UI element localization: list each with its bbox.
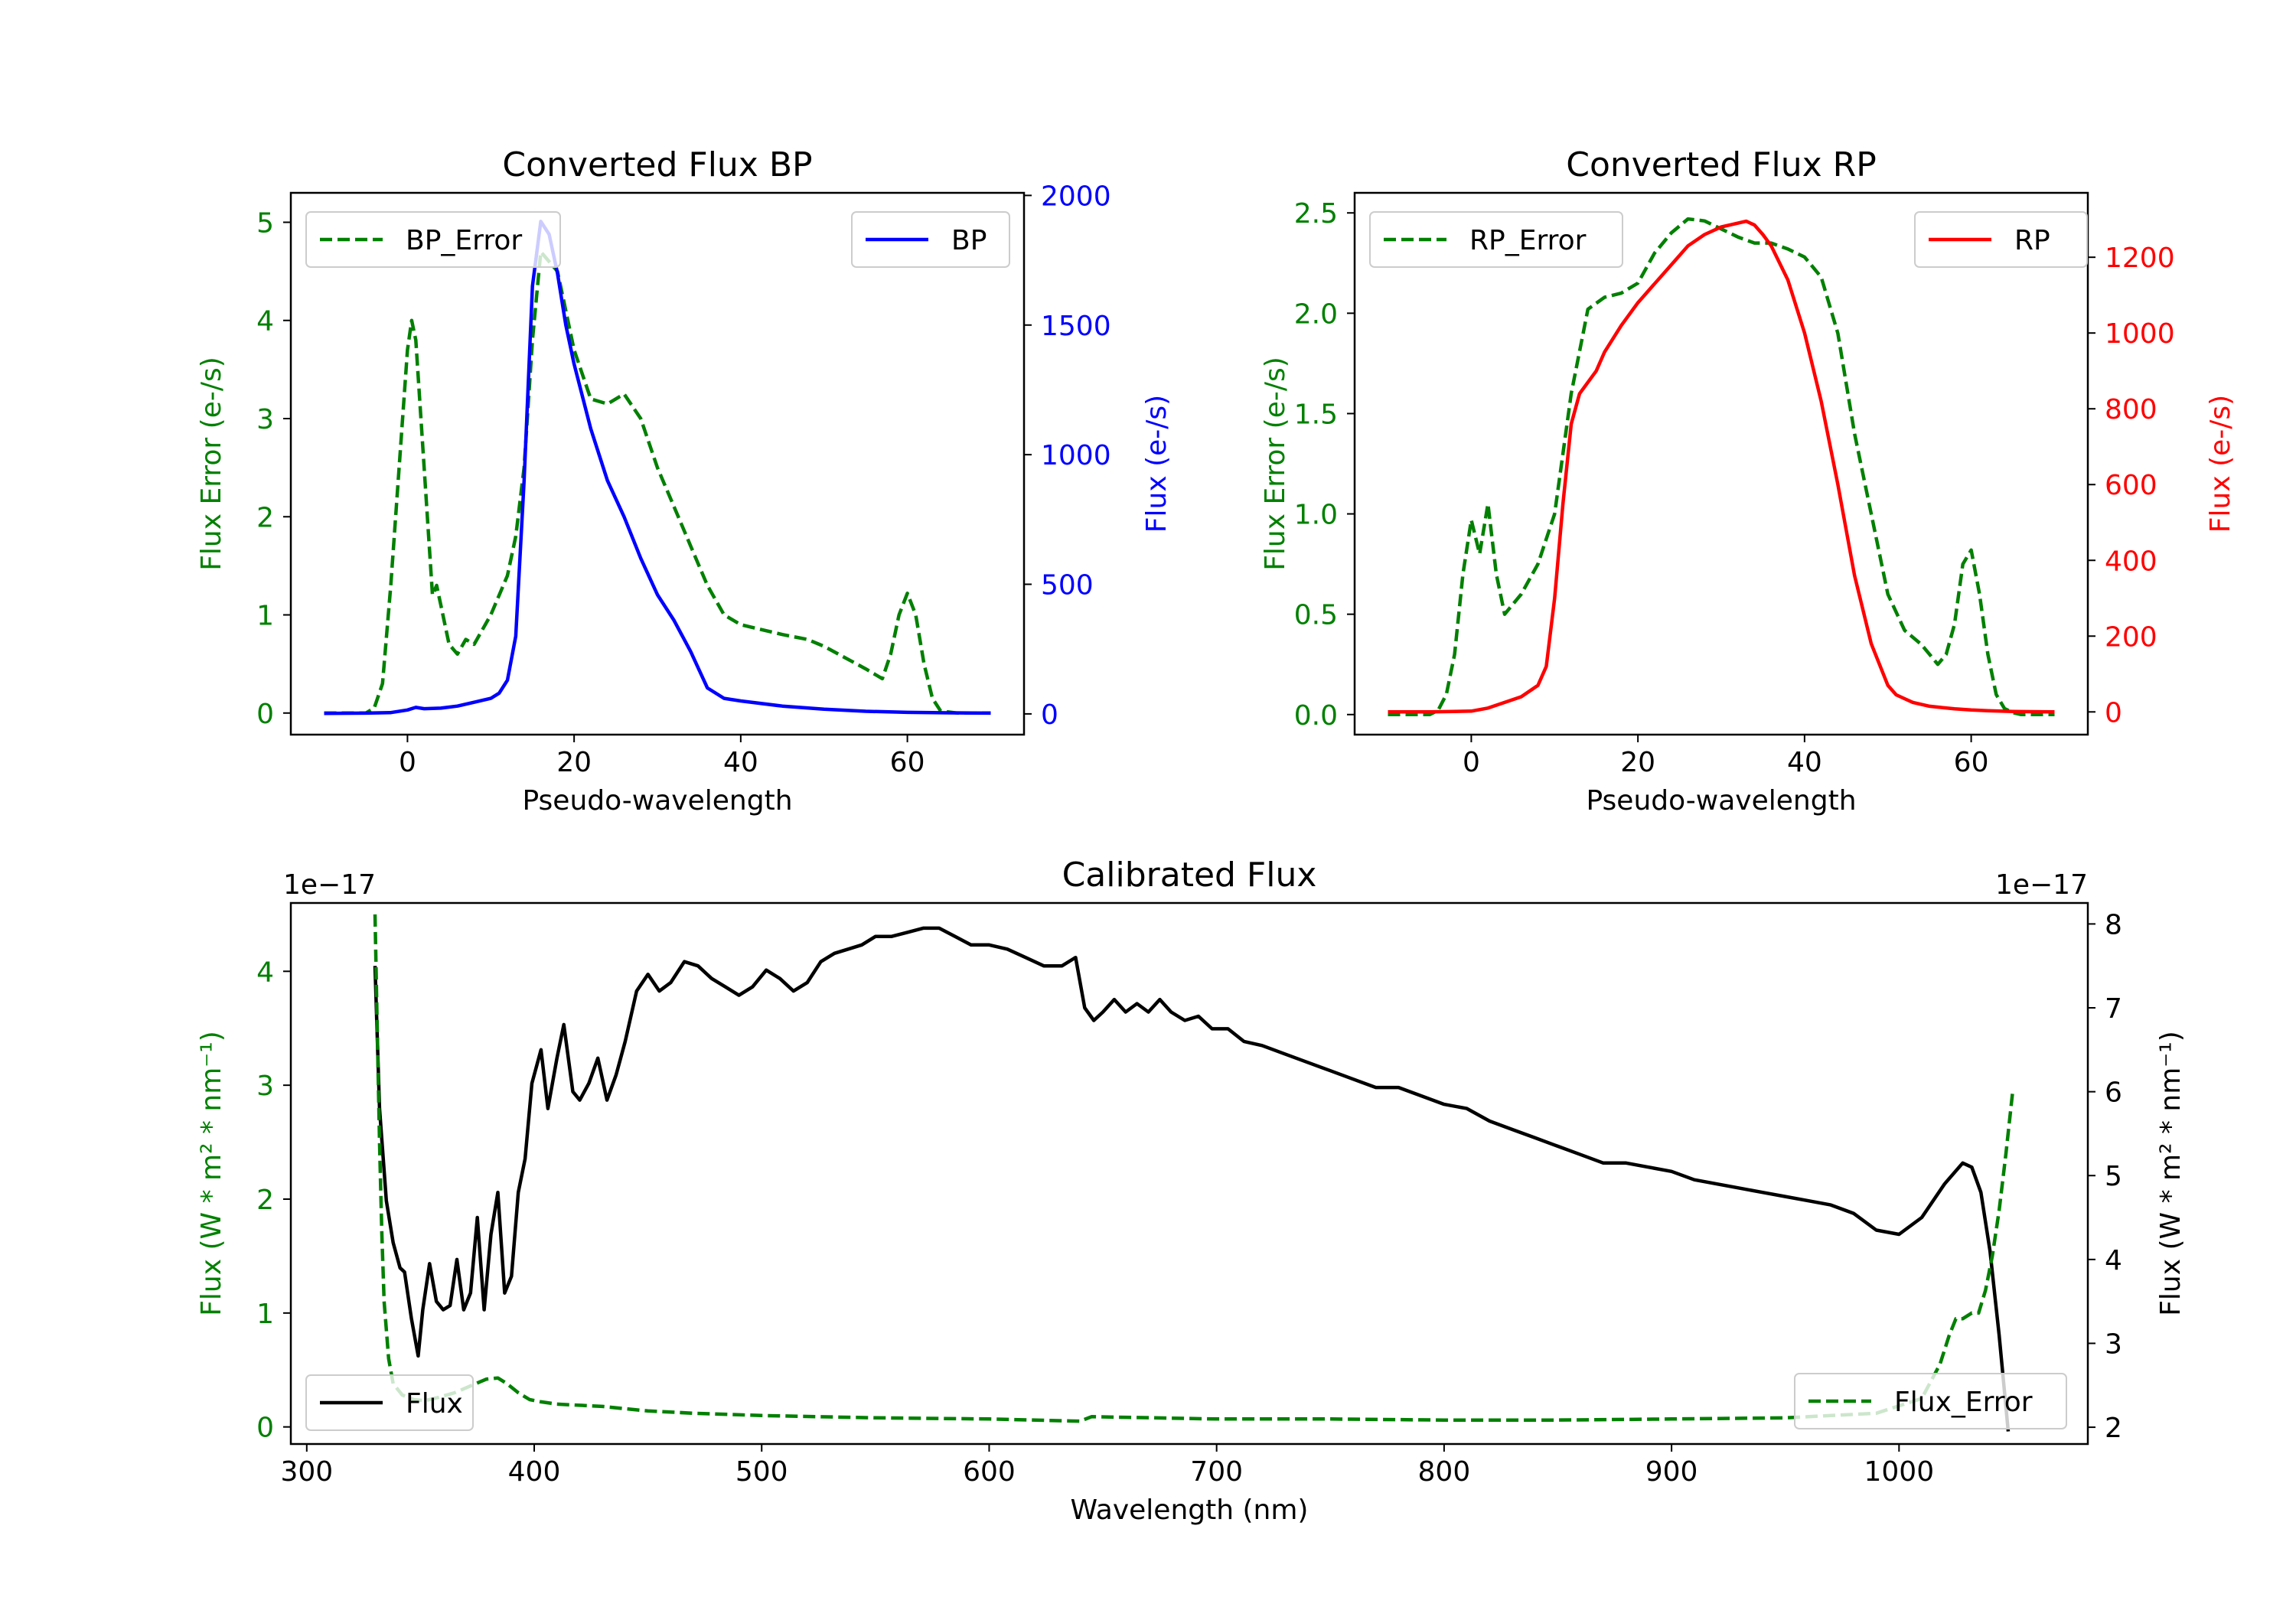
x-tick-label: 600 [963, 1456, 1016, 1488]
x-tick-label: 0 [1463, 747, 1480, 778]
panel-2: Converted Flux RP 0 20 40 60 Pseudo-wavelengt… [1260, 145, 2236, 817]
y-left-tick-label: 1 [256, 601, 274, 632]
x-tick-label: 500 [735, 1456, 788, 1488]
y-left-tick-label: 4 [256, 306, 274, 337]
legend-label: BP [951, 225, 987, 256]
y-right-tick-label: 2 [2105, 1413, 2122, 1444]
legend-box [305, 211, 561, 268]
y-right-tick-label: 5 [2105, 1161, 2122, 1192]
y-right-tick-label: 0 [1041, 699, 1058, 731]
y-left-tick-label: 1 [256, 1299, 274, 1330]
y-right-tick-label: 4 [2105, 1245, 2122, 1276]
y-left-axis-label: Flux (W * m² * nm⁻¹) [196, 1031, 227, 1316]
y-right-tick-label: 200 [2105, 621, 2157, 653]
x-tick-label: 40 [1787, 747, 1822, 778]
y-left-axis-label: Flux Error (e-/s) [196, 357, 227, 571]
y-right-axis-label: Flux (W * m² * nm⁻¹) [2155, 1031, 2187, 1316]
panel-1: Converted Flux BP0 20 40 60Pseudo-wavelengt… [196, 145, 1172, 817]
legend-bp-error: BP_Error [305, 211, 561, 268]
x-tick-label: 40 [723, 747, 758, 778]
x-tick-label: 0 [399, 747, 416, 778]
panel-3: Calibrated Flux 300 400 500 600 700 800 900 1000… [196, 856, 2187, 1526]
x-tick-label: 60 [1954, 747, 1989, 778]
y-right-tick-label: 800 [2105, 394, 2157, 425]
y-left-tick-label: 2 [256, 1185, 274, 1216]
y-left-axis-label: Flux Error (e-/s) [1260, 357, 1291, 571]
plot-frame [1353, 191, 2089, 736]
legend-flux: Flux [305, 1374, 474, 1431]
y-right-tick-label: 400 [2105, 546, 2157, 577]
y-left-tick-label: 2.0 [1294, 298, 1338, 330]
legend-box [305, 1374, 474, 1431]
series-line-rp [1388, 219, 2055, 714]
y-left-tick-label: 1.0 [1294, 500, 1338, 531]
y-left-tick-label: 0.0 [1294, 700, 1338, 732]
y-right-tick-label: 3 [2105, 1328, 2122, 1360]
x-tick-label: 300 [280, 1456, 333, 1488]
y-right-tick-label: 1500 [1041, 311, 1111, 342]
legend-rp-error: RP_Error [1369, 211, 1623, 268]
legend-bp: BP [851, 211, 1010, 268]
y-right-tick-label: 1000 [1041, 440, 1111, 471]
y-right-tick-label: 1000 [2105, 318, 2175, 350]
legend-box [1914, 211, 2088, 268]
x-axis-label: Pseudo-wavelength [1586, 785, 1856, 817]
legend-label: Flux_Error [1894, 1387, 2033, 1418]
x-tick-label: 700 [1190, 1456, 1243, 1488]
y-left-tick-label: 2 [256, 502, 274, 533]
series-line-flux [373, 926, 2011, 1432]
x-tick-label: 900 [1645, 1456, 1698, 1488]
y-right-axis-label: Flux (e-/s) [1141, 395, 1172, 533]
y-left-tick-label: 4 [256, 957, 274, 988]
y-left-tick-label: 0 [256, 1413, 274, 1444]
x-tick-label: 60 [890, 747, 925, 778]
series-line-flux-error [373, 914, 2015, 1423]
y-left-offset-text: 1e−17 [283, 869, 376, 901]
plot-frame [289, 191, 1026, 736]
y-right-axis-label: Flux (e-/s) [2205, 395, 2236, 533]
legend-rp: RP [1914, 211, 2088, 268]
chart-title: Converted Flux BP [502, 145, 812, 184]
y-right-tick-label: 600 [2105, 470, 2157, 501]
y-right-tick-label: 2000 [1041, 181, 1111, 212]
x-tick-label: 800 [1418, 1456, 1471, 1488]
y-right-tick-label: 1200 [2105, 243, 2175, 274]
series-line-bp-error [324, 249, 991, 715]
y-left-tick-label: 3 [256, 404, 274, 435]
y-left-tick-label: 5 [256, 207, 274, 239]
y-left-tick-label: 0.5 [1294, 600, 1338, 631]
legend-label: Flux [406, 1388, 463, 1420]
y-right-tick-label: 7 [2105, 993, 2122, 1025]
y-right-tick-label: 500 [1041, 570, 1094, 601]
series-line-bp [324, 220, 991, 715]
legend-label: RP_Error [1469, 225, 1587, 256]
y-right-offset-text: 1e−17 [1995, 869, 2088, 901]
y-left-tick-label: 2.5 [1294, 198, 1338, 230]
x-tick-label: 400 [508, 1456, 561, 1488]
legend-box [1369, 211, 1623, 268]
x-axis-label: Pseudo-wavelength [522, 785, 792, 817]
y-left-tick-label: 0 [256, 699, 274, 730]
legend-flux-error: Flux_Error [1794, 1373, 2067, 1429]
y-right-tick-label: 0 [2105, 697, 2122, 729]
chart-title: Converted Flux RP [1566, 145, 1877, 184]
y-right-tick-label: 8 [2105, 909, 2122, 940]
legend-box [1794, 1373, 2067, 1429]
plot-frame [289, 901, 2089, 1446]
x-tick-label: 20 [556, 747, 592, 778]
legend-box [851, 211, 1010, 268]
x-axis-label: Wavelength (nm) [1071, 1495, 1309, 1526]
y-right-tick-label: 6 [2105, 1077, 2122, 1109]
legend-label: BP_Error [406, 225, 522, 256]
legend-label: RP [2014, 225, 2050, 256]
series-line-rp-error [1388, 217, 2055, 717]
chart-title: Calibrated Flux [1062, 856, 1317, 895]
y-left-tick-label: 1.5 [1294, 399, 1338, 430]
x-tick-label: 20 [1620, 747, 1655, 778]
y-left-tick-label: 3 [256, 1071, 274, 1102]
x-tick-label: 1000 [1864, 1456, 1934, 1488]
